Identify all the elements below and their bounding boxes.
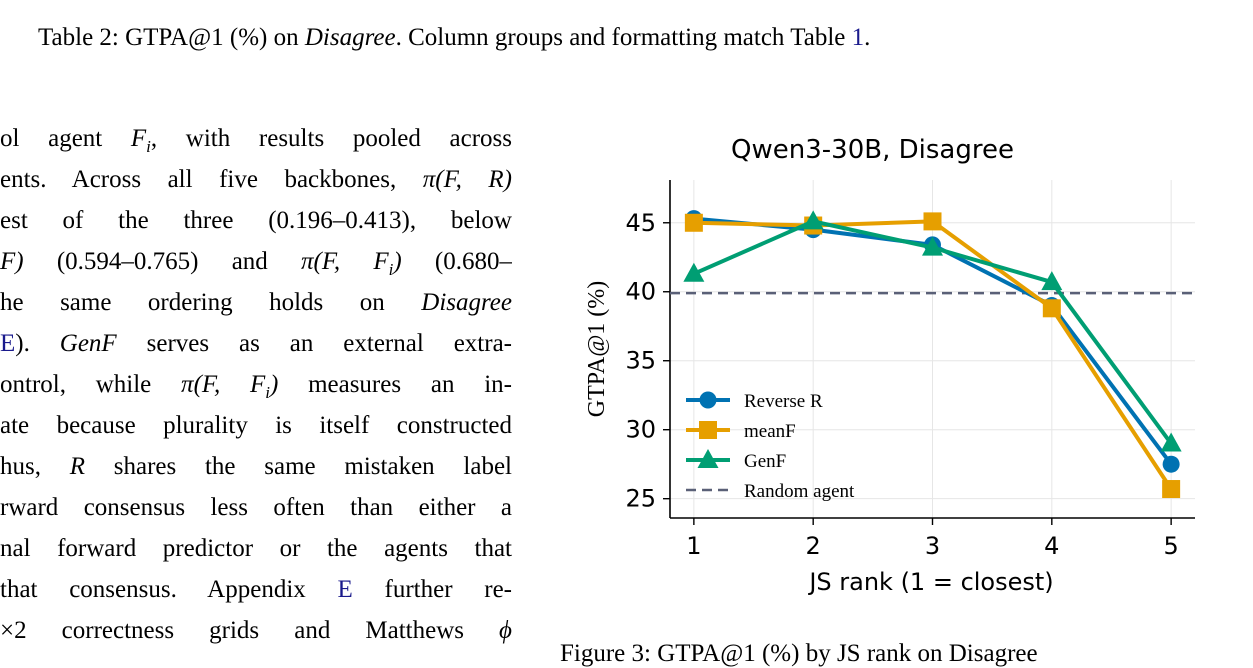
body-line: E). GenF serves as an external extra-: [0, 323, 512, 364]
body-text-segment: ): [269, 371, 279, 398]
body-text-segment: F): [0, 248, 24, 275]
body-text-segment: that consensus. Appendix: [0, 576, 338, 603]
body-text-segment: i: [146, 137, 151, 156]
y-axis-label: GTPA@1 (%): [584, 281, 610, 418]
data-point: [802, 210, 824, 230]
body-text-segment: ).: [15, 330, 60, 357]
legend-marker: [697, 449, 719, 468]
y-tick-label: 35: [625, 347, 656, 375]
body-text-segment: (0.594–0.765) and: [23, 248, 302, 275]
body-text-segment: ontrol, while: [0, 371, 182, 398]
legend-label: GenF: [744, 451, 786, 472]
body-text-segment: F: [130, 125, 147, 152]
body-line: he same ordering holds on Disagree: [0, 282, 512, 323]
table-caption-prefix: Table 2: GTPA@1 (%) on: [38, 24, 305, 51]
body-line: ontrol, while π(F, Fi) measures an in-: [0, 364, 512, 405]
y-tick-label: 30: [625, 416, 656, 444]
table-caption-end: .: [864, 24, 871, 51]
body-line: hus, R shares the same mistaken label: [0, 446, 512, 487]
body-text-segment: π(F, F: [301, 248, 389, 275]
legend-marker: [699, 391, 717, 409]
x-tick-label: 4: [1044, 532, 1059, 560]
data-point: [1041, 271, 1063, 291]
body-line: F) (0.594–0.765) and π(F, Fi) (0.680–: [0, 241, 512, 282]
data-point: [683, 262, 705, 282]
body-text-segment: nal forward predictor or the agents that: [0, 535, 512, 562]
body-line: ate because plurality is itself construc…: [0, 405, 512, 446]
body-text-segment: π(F, R): [422, 166, 512, 193]
y-tick-label: 25: [625, 485, 656, 513]
x-tick-label: 1: [686, 532, 701, 560]
body-text-segment: measures an in-: [278, 371, 512, 398]
body-text-segment: est of the three (0.196–0.413), below: [0, 207, 512, 234]
y-tick-label: 40: [625, 278, 656, 306]
appendix-ref-link[interactable]: E: [337, 576, 353, 603]
chart-title: Qwen3-30B, Disagree: [731, 135, 1014, 165]
body-text-segment: GenF: [59, 330, 117, 357]
appendix-ref-link[interactable]: E: [0, 330, 16, 357]
body-text-segment: ate because plurality is itself construc…: [0, 412, 512, 439]
body-text-segment: shares the same mistaken label: [85, 453, 512, 480]
body-line: ol agent Fi, with results pooled across: [0, 118, 512, 159]
x-tick-label: 5: [1163, 532, 1178, 560]
body-text-segment: R: [69, 453, 86, 480]
body-text-segment: , with results pooled across: [150, 125, 512, 152]
body-text-segment: he same ordering holds on: [0, 289, 422, 316]
data-point: [1042, 299, 1061, 318]
legend-marker: [699, 421, 717, 439]
table-ref-link[interactable]: 1: [851, 24, 865, 51]
body-text-segment: π(F, F: [181, 371, 266, 398]
body-line: ents. Across all five backbones, π(F, R): [0, 159, 512, 200]
legend-label: Random agent: [744, 481, 855, 502]
data-point: [1162, 480, 1181, 499]
body-text-segment: ): [393, 248, 402, 275]
body-line: rward consensus less often than either a: [0, 487, 512, 528]
body-line: that consensus. Appendix E further re-: [0, 569, 512, 610]
body-text-segment: further re-: [352, 576, 513, 603]
body-text-segment: ×2 correctness grids and Matthews: [0, 617, 500, 644]
data-point: [1160, 432, 1182, 452]
body-text-segment: serves as an external extra-: [116, 330, 512, 357]
data-point: [922, 236, 943, 256]
data-point: [923, 212, 942, 231]
y-tick-label: 45: [625, 209, 656, 237]
body-line: est of the three (0.196–0.413), below: [0, 200, 512, 241]
figure-caption: Figure 3: GTPA@1 (%) by JS rank on Disag…: [560, 640, 1038, 667]
legend-label: Reverse R: [744, 391, 823, 412]
body-text-segment: Disagree: [421, 289, 512, 316]
legend-label: meanF: [744, 421, 796, 442]
body-line: ×2 correctness grids and Matthews ϕ: [0, 610, 512, 651]
table-caption-emph: Disagree: [304, 24, 396, 51]
data-point: [684, 213, 703, 232]
x-tick-label: 3: [925, 532, 940, 560]
body-text-segment: ol agent: [0, 125, 131, 152]
x-tick-label: 2: [806, 532, 821, 560]
body-text-segment: ents. Across all five backbones,: [0, 166, 423, 193]
x-axis-label: JS rank (1 = closest): [807, 568, 1053, 596]
body-text-segment: (0.680–: [401, 248, 512, 275]
body-text-segment: ϕ: [499, 617, 512, 644]
body-text-segment: hus,: [0, 453, 70, 480]
data-point: [1162, 455, 1180, 473]
body-text-segment: rward consensus less often than either a: [0, 494, 512, 521]
body-text-segment: i: [388, 260, 394, 279]
body-paragraph: ol agent Fi, with results pooled across e…: [0, 118, 512, 651]
table-caption-suffix: . Column groups and formatting match Tab…: [395, 24, 852, 51]
body-text-segment: i: [265, 383, 270, 402]
table-caption: Table 2: GTPA@1 (%) on Disagree. Column …: [38, 24, 870, 52]
body-line: nal forward predictor or the agents that: [0, 528, 512, 569]
